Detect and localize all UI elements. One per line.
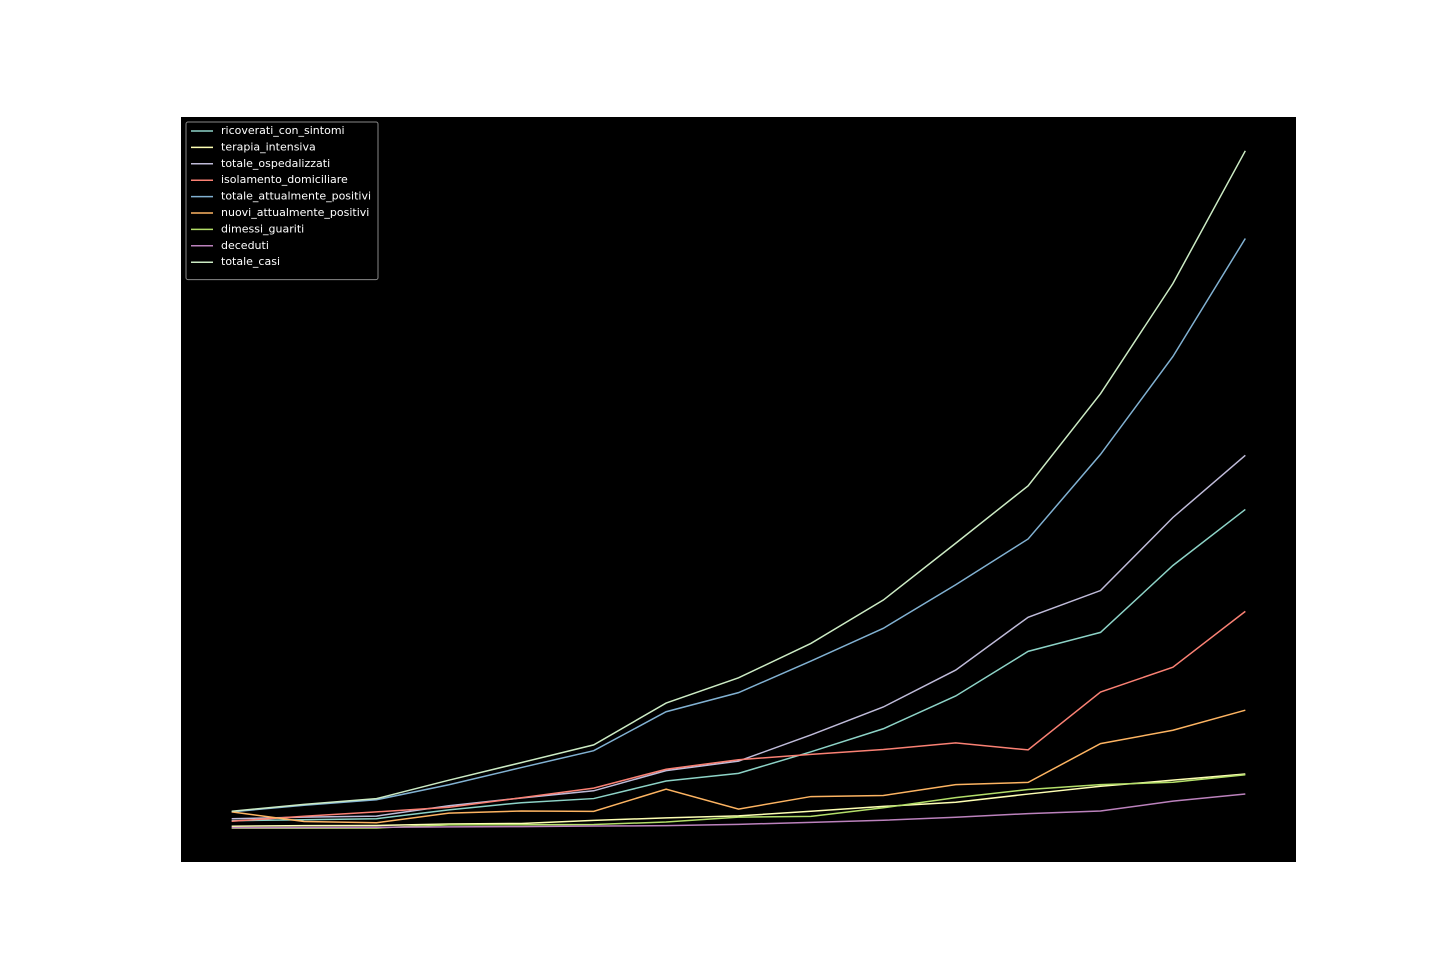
legend-label: terapia_intensiva xyxy=(221,140,316,153)
series-line xyxy=(231,454,1246,820)
series-line xyxy=(231,508,1246,822)
legend-label: isolamento_domiciliare xyxy=(221,173,348,186)
legend-label: dimessi_guariti xyxy=(221,222,304,235)
legend-label: deceduti xyxy=(221,239,269,252)
legend-label: totale_casi xyxy=(221,255,280,268)
series-line xyxy=(231,773,1246,828)
series-line xyxy=(231,150,1246,813)
series-line xyxy=(231,709,1246,824)
series-line xyxy=(231,238,1246,813)
legend-label: totale_ospedalizzati xyxy=(221,157,330,170)
series-line xyxy=(231,610,1246,822)
series-line xyxy=(231,793,1246,829)
legend-label: totale_attualmente_positivi xyxy=(221,190,371,203)
legend-box xyxy=(185,121,379,281)
legend-label: nuovi_attualmente_positivi xyxy=(221,206,369,219)
legend-label: ricoverati_con_sintomi xyxy=(221,124,345,137)
